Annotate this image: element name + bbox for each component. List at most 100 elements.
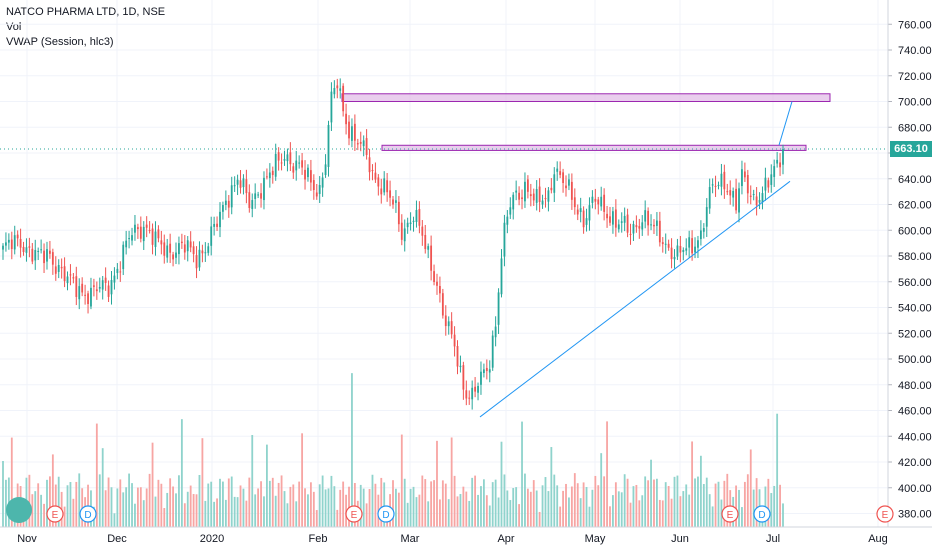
volume-bar (2, 461, 4, 527)
candle-body (40, 249, 43, 251)
volume-bar (714, 483, 717, 527)
volume-bar (691, 441, 694, 527)
volume-bar (752, 489, 755, 527)
candle-body (436, 281, 438, 286)
candle-body (268, 172, 271, 179)
volume-bar (515, 487, 518, 527)
volume-bar (362, 488, 365, 527)
candle-body (119, 271, 122, 273)
volume-bar (131, 483, 133, 527)
volume-bar (166, 492, 169, 527)
volume-bar (439, 499, 441, 527)
price-axis[interactable]: 760.00740.00720.00700.00680.00660.00640.… (887, 0, 932, 527)
candle-body (195, 255, 198, 269)
volume-bar (697, 476, 699, 527)
candle-body (286, 154, 289, 162)
volume-bar (450, 437, 453, 527)
tradingview-logo-icon[interactable] (6, 497, 32, 523)
candle-body (43, 250, 45, 264)
candle-body (154, 231, 157, 247)
candle-body (19, 238, 22, 248)
candle-body (359, 141, 362, 144)
candle-body (635, 225, 638, 228)
volume-bar (233, 496, 236, 527)
y-tick-label: 520.00 (898, 328, 932, 340)
candle-body (172, 254, 174, 260)
candle-body (764, 177, 767, 191)
volume-bar (400, 434, 403, 527)
volume-bar (292, 484, 295, 527)
y-tick-label: 540.00 (898, 303, 932, 315)
candle-body (682, 249, 685, 252)
candle-body (720, 173, 723, 187)
volume-bar (532, 480, 535, 527)
volume-bar (591, 489, 594, 527)
breakout-projection-line (778, 101, 793, 146)
volume-bar (723, 480, 726, 527)
candle-body (312, 180, 315, 191)
volume-bar (315, 510, 318, 527)
volume-bar (43, 503, 45, 527)
candle-body (277, 152, 280, 161)
candle-body (148, 230, 151, 232)
candle-body (128, 238, 130, 240)
candle-body (248, 192, 251, 208)
volume-bar (374, 483, 377, 527)
volume-bar (81, 488, 84, 527)
volume-bar (541, 485, 544, 527)
candle-body (412, 220, 415, 222)
candle-body (418, 209, 421, 226)
candle-body (614, 209, 617, 228)
volume-bar (526, 488, 529, 527)
time-axis[interactable]: Nov Dec 2020 Feb Mar Apr May Jun Jul Aug (0, 526, 932, 545)
candle-body (51, 252, 54, 265)
candle-body (673, 256, 676, 260)
candle-body (743, 171, 746, 178)
candle-body (667, 243, 670, 248)
volume-bar (702, 484, 705, 527)
candle-body (403, 228, 406, 242)
candle-body (521, 197, 523, 199)
volume-bar (755, 478, 758, 527)
candle-body (562, 172, 564, 184)
candles (2, 78, 784, 410)
candle-body (321, 177, 324, 188)
candle-body (251, 200, 254, 209)
candle-body (142, 226, 145, 242)
volume-bars (2, 373, 784, 527)
candle-body (512, 194, 515, 210)
volume-bar (629, 502, 632, 527)
candle-body (588, 205, 591, 221)
volume-bar (570, 486, 573, 527)
volume-bar (500, 441, 503, 527)
volume-bar (779, 484, 781, 527)
volume-bar (119, 479, 122, 527)
volume-bar (239, 485, 242, 527)
volume-bar (134, 503, 136, 527)
volume-bar (49, 476, 51, 527)
candle-body (315, 192, 318, 197)
volume-bar (441, 480, 444, 527)
candle-body (500, 258, 503, 295)
candle-body (392, 199, 394, 205)
candle-body (779, 162, 781, 168)
candle-body (136, 227, 139, 230)
volume-bar (503, 474, 506, 527)
volume-bar (670, 498, 673, 527)
y-tick-label: 700.00 (898, 97, 932, 109)
candle-body (761, 193, 764, 203)
candle-body (66, 276, 69, 284)
volume-bar (51, 454, 54, 527)
volume-bar (268, 480, 271, 527)
x-tick-label: Aug (868, 533, 888, 545)
candle-body (5, 242, 7, 246)
candle-body (151, 228, 154, 245)
y-tick-label: 720.00 (898, 71, 932, 83)
candle-body (222, 205, 224, 212)
candle-body (553, 174, 556, 193)
volume-bar (653, 479, 655, 527)
candle-body (723, 171, 726, 190)
volume-bar (280, 475, 283, 527)
